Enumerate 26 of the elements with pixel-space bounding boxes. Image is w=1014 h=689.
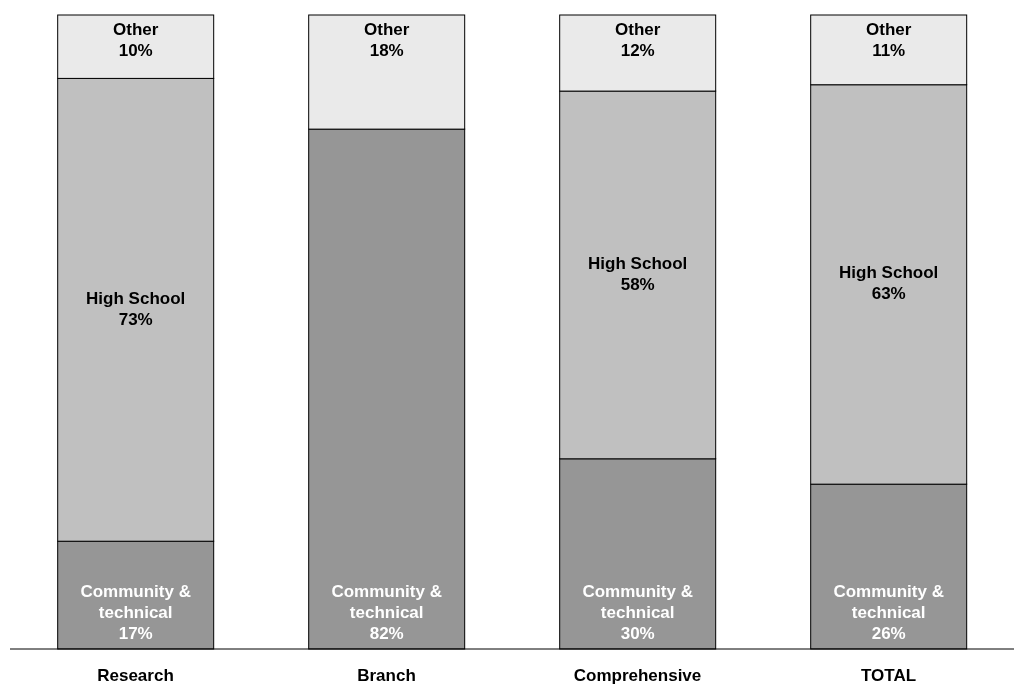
- text: Community & technical: [582, 582, 693, 622]
- series-label: High School: [588, 253, 688, 273]
- data-label: 63%: [871, 284, 906, 304]
- data-label: 73%: [118, 309, 153, 329]
- series-label: Other: [113, 20, 159, 39]
- x-tick-label: Branch: [357, 666, 416, 686]
- data-label: 30%: [620, 624, 655, 643]
- data-label: 12%: [620, 41, 655, 60]
- text: Other: [866, 20, 912, 39]
- data-label: 17%: [118, 624, 153, 643]
- text: Community & technical: [833, 582, 944, 622]
- data-label: 11%: [872, 41, 906, 60]
- x-tick-label: Comprehensive: [573, 666, 702, 686]
- text: Community & technical: [331, 582, 442, 622]
- text: High School: [839, 263, 939, 283]
- data-label: 26%: [871, 624, 906, 643]
- text: Other: [615, 20, 661, 39]
- data-label: 82%: [369, 624, 404, 643]
- x-tick-label: TOTAL: [860, 666, 917, 686]
- data-label: 18%: [369, 41, 404, 60]
- series-label: Community & technical: [80, 582, 191, 622]
- x-tick-label: Research: [97, 666, 174, 686]
- data-label: 58%: [620, 274, 655, 294]
- text: Other: [364, 20, 410, 39]
- data-label: 10%: [118, 41, 153, 60]
- text: High School: [86, 288, 186, 308]
